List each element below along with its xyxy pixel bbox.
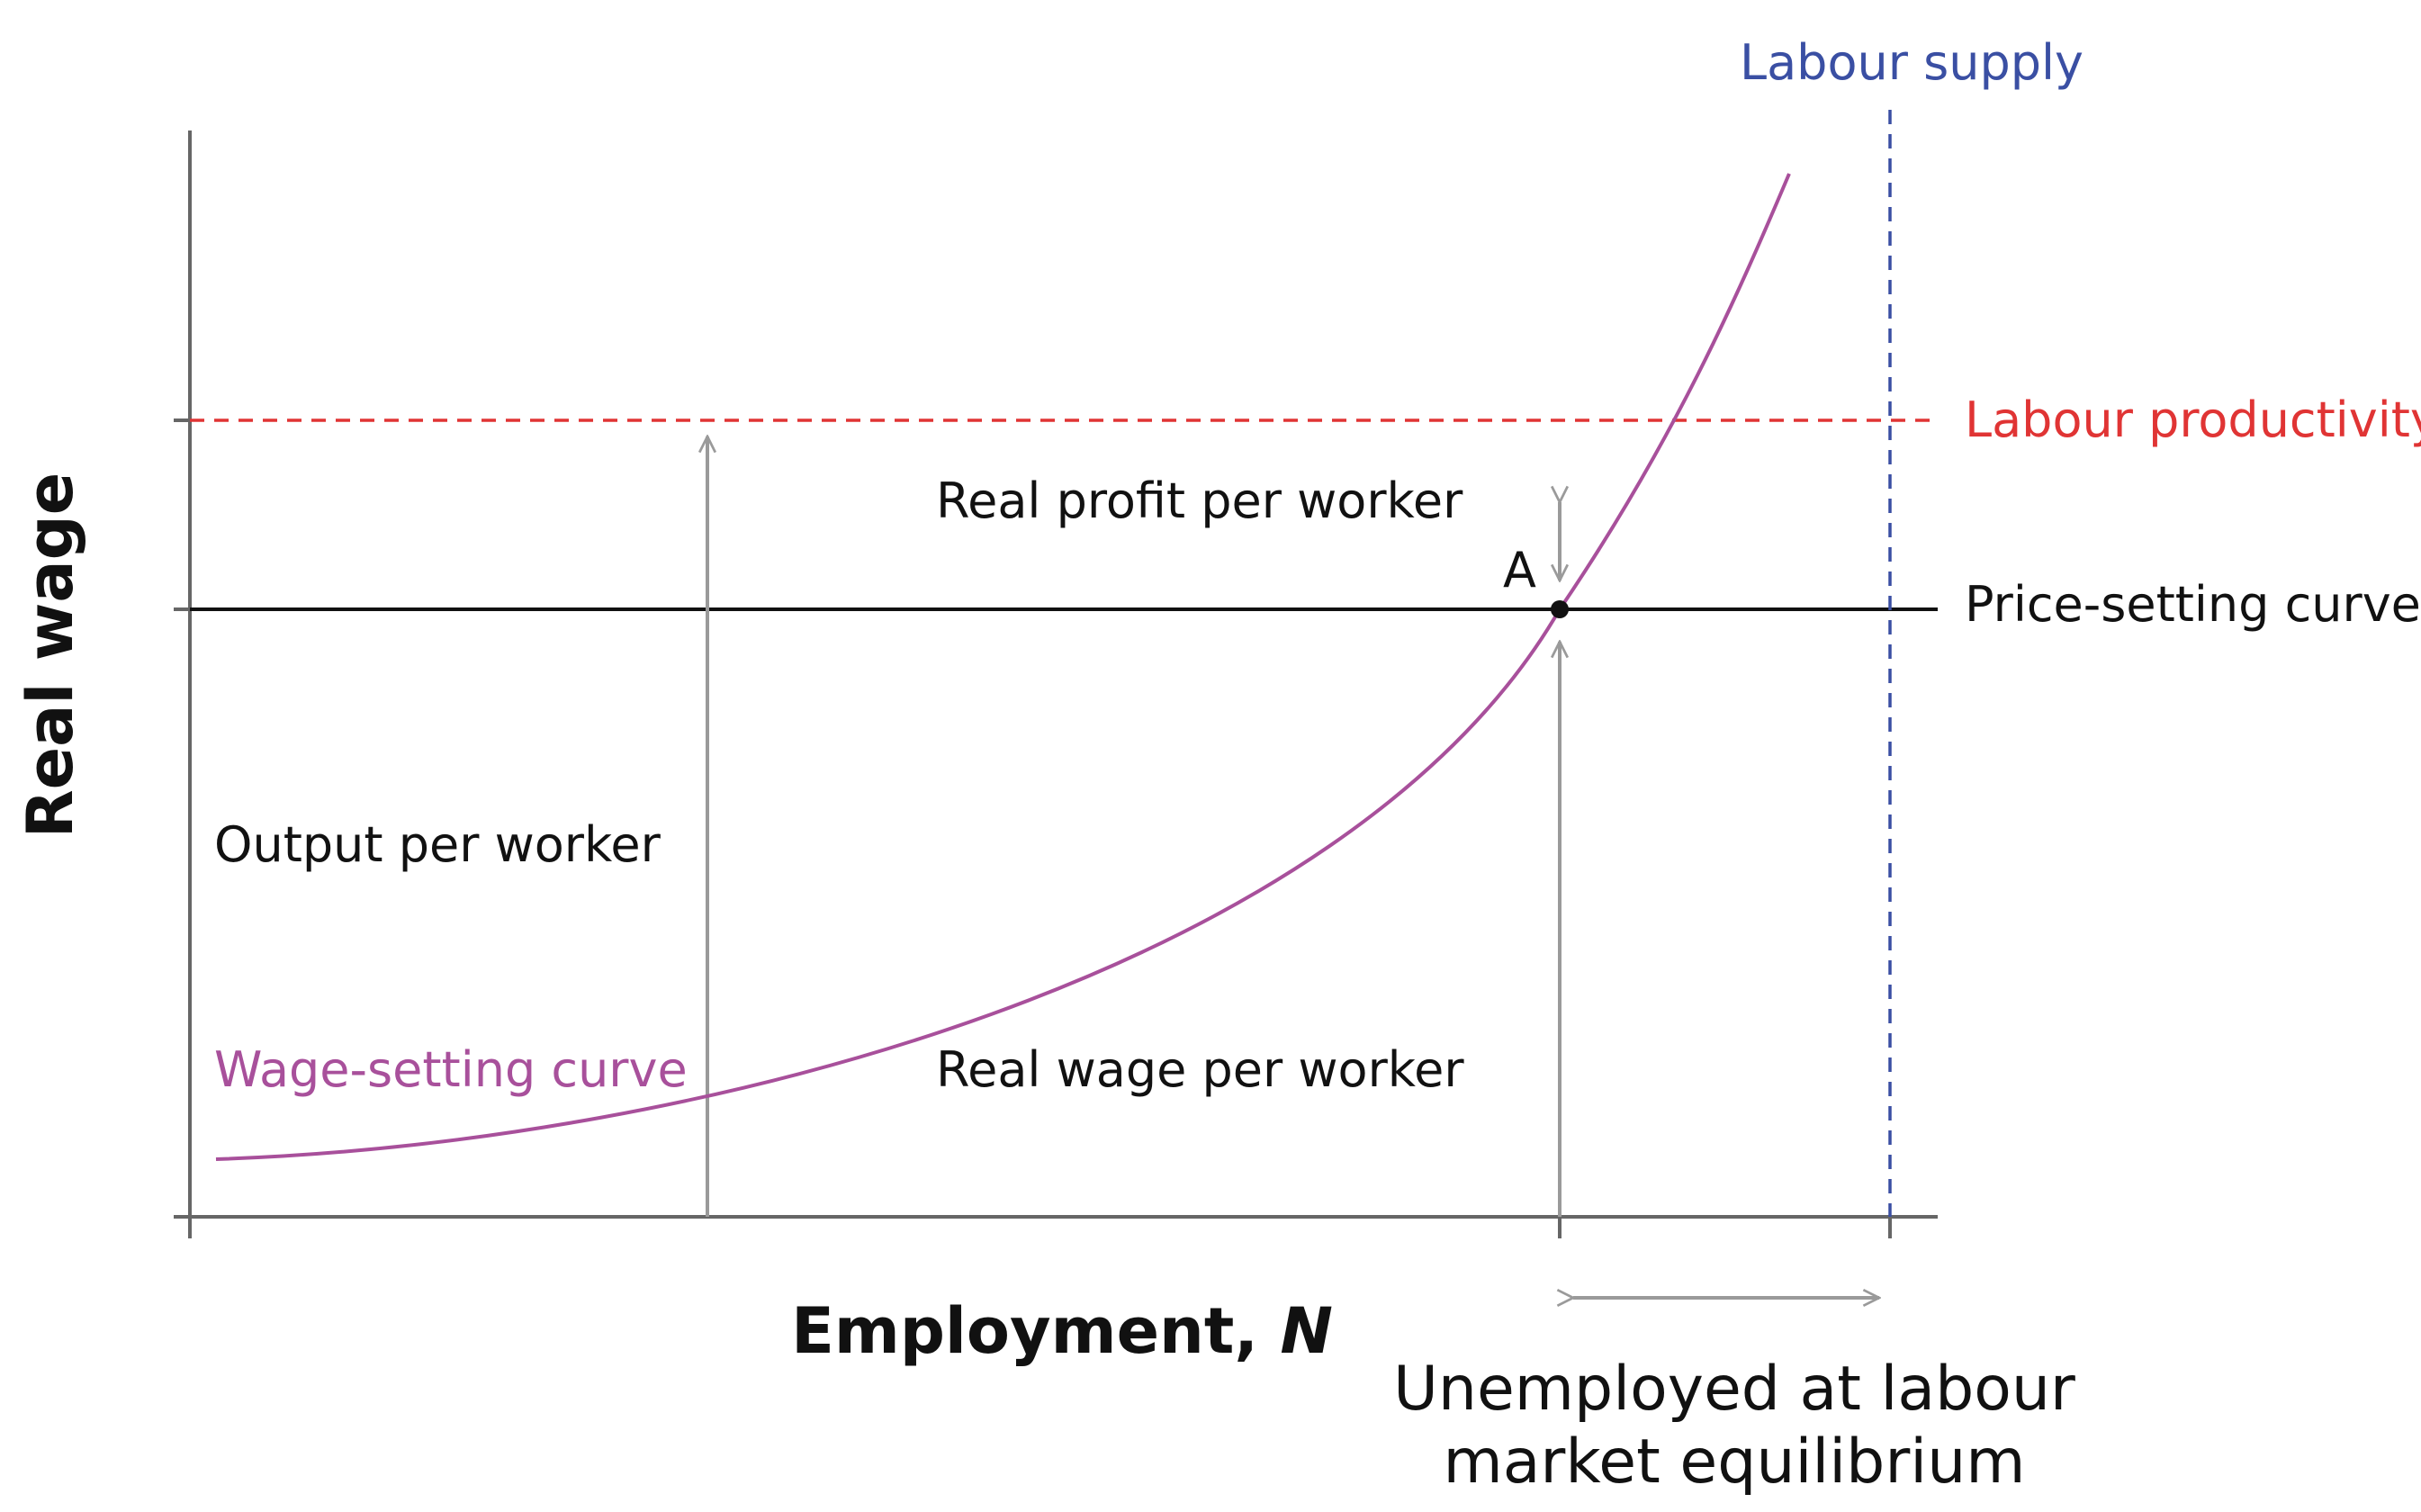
x-axis-title-main: Employment, [791, 1294, 1280, 1368]
y-axis-title: Real wage [14, 472, 87, 838]
wage-setting-curve-label: Wage-setting curve [214, 1041, 688, 1098]
equilibrium-point-a [1551, 600, 1569, 618]
output-per-worker-label: Output per worker [214, 816, 662, 873]
point-a-label: A [1503, 542, 1536, 598]
x-axis-title: Employment, N [791, 1294, 1333, 1368]
wage-setting-curve [215, 173, 1791, 1161]
labour-supply-label: Labour supply [1740, 34, 2084, 91]
unemployed-label-line2: market equilibrium [1443, 1426, 2025, 1498]
real-wage-per-worker-label: Real wage per worker [936, 1041, 1464, 1098]
real-profit-label: Real profit per worker [936, 472, 1463, 529]
unemployed-label-line1: Unemployed at labour [1393, 1354, 2075, 1425]
price-setting-curve-label: Price-setting curve [1965, 576, 2421, 633]
x-axis-title-variable: N [1280, 1294, 1333, 1368]
labour-productivity-label: Labour productivity [1965, 392, 2421, 448]
